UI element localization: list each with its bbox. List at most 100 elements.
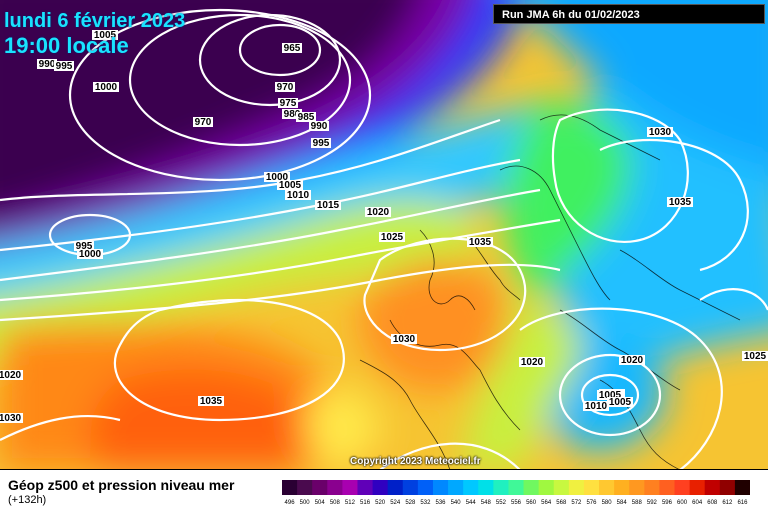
forecast-date: lundi 6 février 2023 xyxy=(4,10,186,32)
scale-tick-label: 548 xyxy=(481,500,492,506)
scale-tick-label: 600 xyxy=(677,500,688,506)
isobar-label-bg xyxy=(583,401,609,411)
isobar-label-bg xyxy=(198,396,224,406)
scale-tick-label: 612 xyxy=(722,500,733,506)
scale-swatch xyxy=(327,480,343,495)
scale-tick-label: 604 xyxy=(692,500,703,506)
scale-tick-label: 576 xyxy=(586,500,597,506)
scale-swatch xyxy=(432,480,449,495)
isobar-label-bg xyxy=(315,200,341,210)
isobar-label: 970 xyxy=(277,82,294,93)
scale-tick-label: 588 xyxy=(632,500,643,506)
isobar-label: 1000 xyxy=(95,82,118,93)
isobar-label: 965 xyxy=(284,43,301,54)
isobar-label: 1005 xyxy=(94,30,117,41)
scale-swatch xyxy=(342,480,358,495)
isobar-label-bg xyxy=(296,112,316,122)
isobar-label-bg xyxy=(607,397,633,407)
isobar-label: 970 xyxy=(195,117,212,128)
scale-swatch xyxy=(282,480,298,495)
isobar-label: 1030 xyxy=(649,127,672,138)
copyright-notice: Copyright 2023 Meteociel.fr xyxy=(350,456,481,467)
scale-swatch xyxy=(523,480,540,495)
coastlines xyxy=(359,114,741,470)
isobar-label: 1005 xyxy=(599,390,622,401)
scale-tick-label: 556 xyxy=(511,500,522,506)
isobar-label-bg xyxy=(597,390,623,400)
scale-swatch xyxy=(599,480,615,495)
isobar-label: 990 xyxy=(39,59,56,70)
scale-tick-label: 524 xyxy=(390,500,401,506)
isobar-label: 1030 xyxy=(0,413,22,424)
scale-tick-label: 568 xyxy=(556,500,567,506)
scale-swatch xyxy=(508,480,525,495)
isobar-label: 1010 xyxy=(287,190,310,201)
scale-swatch xyxy=(297,480,313,495)
scale-swatch xyxy=(553,480,570,495)
isobar-label-bg xyxy=(365,207,391,217)
scale-tick-label: 512 xyxy=(345,500,356,506)
scale-tick-label: 532 xyxy=(420,500,431,506)
isobar-label: 1035 xyxy=(469,237,492,248)
isobar-label: 980 xyxy=(284,109,301,120)
isobar-label: 995 xyxy=(56,61,73,72)
isobar-label: 1020 xyxy=(0,370,22,381)
legend-title: Géop z500 et pression niveau mer xyxy=(8,477,235,493)
isobar-label-bg xyxy=(277,180,303,190)
isobar-label: 985 xyxy=(298,112,315,123)
isobar-label-bg xyxy=(54,61,74,71)
isobar-label-bg xyxy=(278,98,298,108)
isobar-label-bg xyxy=(647,127,673,137)
scale-swatch xyxy=(312,480,328,495)
scale-tick-label: 536 xyxy=(436,500,447,506)
scale-tick-label: 516 xyxy=(360,500,371,506)
scale-swatch xyxy=(568,480,585,495)
scale-tick-label: 564 xyxy=(541,500,552,506)
scale-tick-label: 552 xyxy=(496,500,507,506)
isobar-label-bg xyxy=(519,357,545,367)
scale-tick-label: 596 xyxy=(662,500,673,506)
isobar-label-bg xyxy=(742,351,768,361)
isobar-label: 1005 xyxy=(279,180,302,191)
scale-tick-label: 496 xyxy=(285,500,296,506)
scale-swatch xyxy=(704,480,721,495)
isobar-label-bg xyxy=(0,370,23,380)
isobar-label-bg xyxy=(264,172,290,182)
scale-tick-label: 572 xyxy=(571,500,582,506)
scale-tick-label: 592 xyxy=(647,500,658,506)
isobar-label-bg xyxy=(282,109,302,119)
isobar-label: 1000 xyxy=(79,249,102,260)
isobar-label-bg xyxy=(74,241,94,251)
color-scale: 496 500 504 508 512 516 520 524 528 532 536 540 544 5… xyxy=(282,480,750,506)
scale-swatch xyxy=(463,480,479,495)
isobar-label-bg xyxy=(379,232,405,242)
scale-swatch xyxy=(674,480,691,495)
isobar-label: 1025 xyxy=(744,351,767,362)
isobar-label-bg xyxy=(467,237,493,247)
isobar-label-bg xyxy=(282,43,302,53)
isobar-label: 1030 xyxy=(393,334,416,345)
forecast-time: 19:00 locale xyxy=(4,33,129,58)
scale-tick-label: 560 xyxy=(526,500,537,506)
isobar-label: 1035 xyxy=(669,197,692,208)
isobar-label-bg xyxy=(92,30,118,40)
scale-tick-label: 580 xyxy=(602,500,613,506)
scale-swatch xyxy=(629,480,645,495)
isobar-label: 975 xyxy=(280,98,297,109)
isobar-label: 1020 xyxy=(521,357,544,368)
isobar-label-bg xyxy=(285,190,311,200)
isobar-label-bg xyxy=(37,59,57,69)
scale-tick-label: 584 xyxy=(617,500,628,506)
model-run-info: Run JMA 6h du 01/02/2023 xyxy=(493,4,765,24)
scale-tick-label: 520 xyxy=(375,500,386,506)
isobar-label-bg xyxy=(619,355,645,365)
scale-swatch xyxy=(448,480,464,495)
scale-swatch xyxy=(614,480,630,495)
isobar-label-bg xyxy=(93,82,119,92)
scale-swatch xyxy=(478,480,494,495)
scale-tick-label: 500 xyxy=(300,500,311,506)
scale-swatch xyxy=(538,480,555,495)
isobar-label-bg xyxy=(391,334,417,344)
